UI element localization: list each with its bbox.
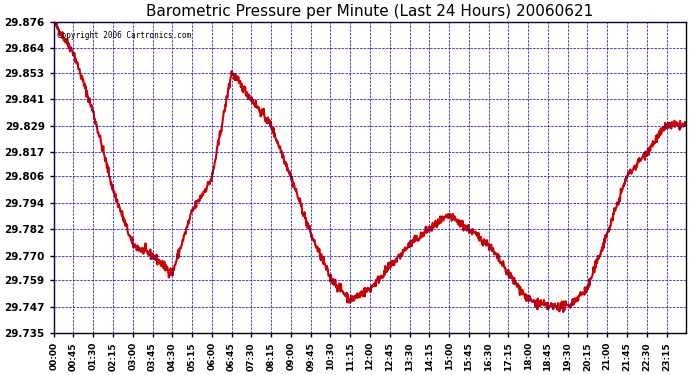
Title: Barometric Pressure per Minute (Last 24 Hours) 20060621: Barometric Pressure per Minute (Last 24 … (146, 4, 593, 19)
Text: Copyright 2006 Cartronics.com: Copyright 2006 Cartronics.com (57, 31, 191, 40)
